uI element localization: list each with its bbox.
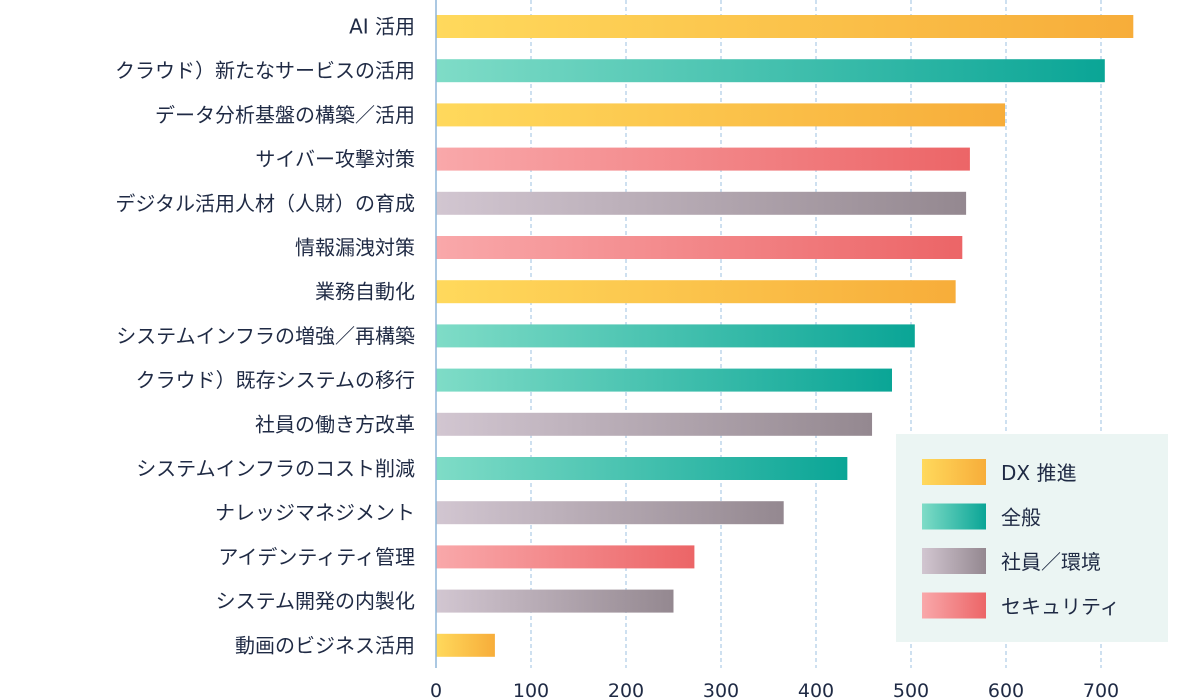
legend-label-general: 全般 <box>1001 506 1041 530</box>
legend-swatch-dx <box>922 459 986 485</box>
category-label: ナレッジマネジメント <box>215 501 415 525</box>
bar-14 <box>436 589 674 613</box>
bar-4 <box>436 147 970 171</box>
category-label: クラウド）新たなサービスの活用 <box>115 59 415 83</box>
category-label: 情報漏洩対策 <box>295 236 415 260</box>
bar-3 <box>436 103 1006 127</box>
x-tick-label: 200 <box>608 680 644 700</box>
category-label: 動画のビジネス活用 <box>235 633 415 657</box>
bar-2 <box>436 59 1105 83</box>
category-label: 業務自動化 <box>315 280 415 304</box>
legend-label-employee: 社員／環境 <box>1001 550 1101 574</box>
bar-13 <box>436 545 695 569</box>
category-label: デジタル活用人材（人財）の育成 <box>115 191 415 215</box>
x-tick-label: 400 <box>798 680 834 700</box>
category-label: クラウド）既存システムの移行 <box>136 368 415 392</box>
category-labels: AI 活用クラウド）新たなサービスの活用データ分析基盤の構築／活用サイバー攻撃対… <box>115 15 415 658</box>
category-label: データ分析基盤の構築／活用 <box>155 103 415 127</box>
legend-label-dx: DX 推進 <box>1001 461 1076 485</box>
bar-5 <box>436 191 967 215</box>
category-label: AI 活用 <box>349 15 415 39</box>
bar-10 <box>436 412 873 436</box>
bar-7 <box>436 280 956 304</box>
category-label: 社員の働き方改革 <box>255 412 415 436</box>
category-label: システムインフラの増強／再構築 <box>116 324 415 348</box>
bar-11 <box>436 457 848 480</box>
bar-12 <box>436 501 784 525</box>
x-tick-label: 300 <box>703 680 739 700</box>
x-tick-label: 100 <box>513 680 549 700</box>
legend-label-security: セキュリティ <box>1001 595 1120 619</box>
bar-8 <box>436 324 915 348</box>
x-tick-label: 500 <box>893 680 929 700</box>
x-tick-label: 600 <box>988 680 1024 700</box>
x-tick-label: 0 <box>430 680 442 700</box>
legend-swatch-security <box>922 592 986 619</box>
bar-6 <box>436 236 963 259</box>
x-axis-ticks: 0 100 200 300 400 500 600 700 <box>430 680 1119 700</box>
bars <box>436 15 1134 657</box>
category-label: システム開発の内製化 <box>216 589 415 613</box>
legend-swatch-employee <box>922 548 986 574</box>
bar-9 <box>436 368 892 392</box>
bar-15 <box>436 633 495 657</box>
category-label: アイデンティティ管理 <box>218 545 415 569</box>
bar-1 <box>436 15 1134 38</box>
x-tick-label: 700 <box>1083 680 1119 700</box>
category-label: システムインフラのコスト削減 <box>136 457 415 481</box>
category-label: サイバー攻撃対策 <box>255 147 415 171</box>
legend-swatch-general <box>922 503 986 530</box>
